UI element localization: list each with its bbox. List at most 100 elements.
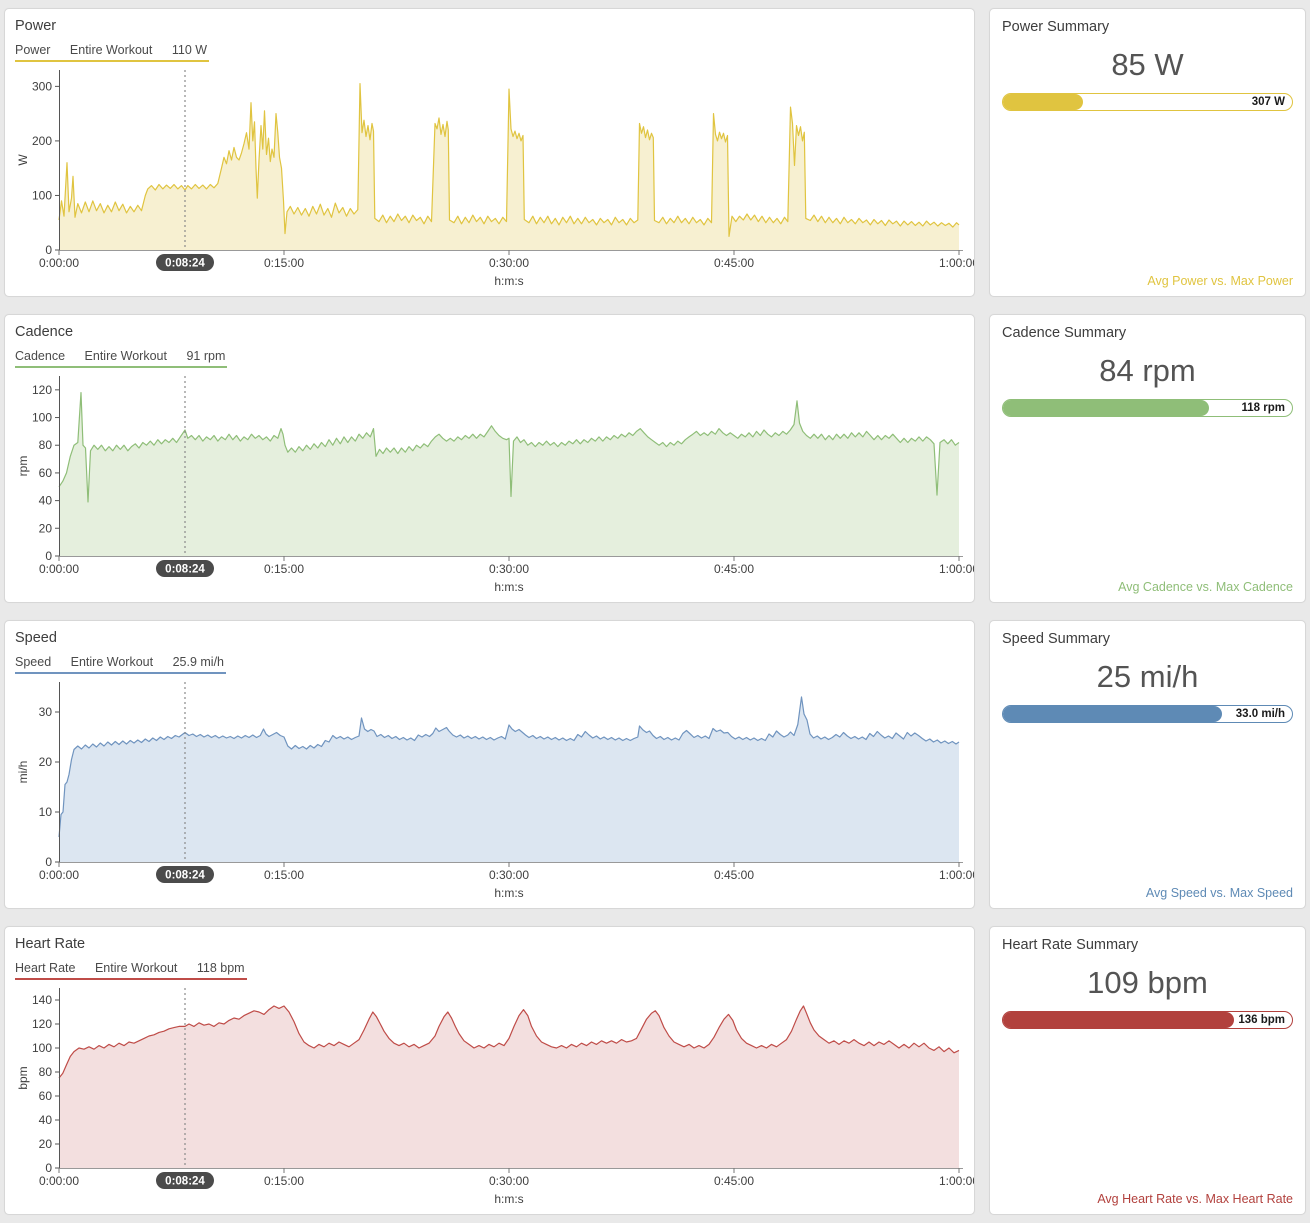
svg-text:0: 0 xyxy=(45,855,52,869)
svg-text:h:m:s: h:m:s xyxy=(494,1192,523,1206)
svg-text:60: 60 xyxy=(39,466,53,480)
svg-text:20: 20 xyxy=(39,1137,53,1151)
power-legend-value: 110 W xyxy=(171,43,208,57)
power-chart-panel: Power Power Entire Workout 110 W 0 100 200… xyxy=(4,8,975,297)
svg-text:0:08:24: 0:08:24 xyxy=(165,258,205,270)
cursor-time-badge xyxy=(156,560,214,577)
cadence-bar-fill xyxy=(1003,400,1209,416)
cadence-chart-svg: 0 20 40 60 80 100 120 0:00:00 0:15:00 0:30:00 0:45… xyxy=(16,376,974,594)
svg-text:0:45:00: 0:45:00 xyxy=(714,256,754,270)
svg-text:60: 60 xyxy=(39,1089,53,1103)
cadence-max-value: 118 rpm xyxy=(1241,402,1285,414)
svg-text:20: 20 xyxy=(39,521,53,535)
speed-max-value: 33.0 mi/h xyxy=(1235,708,1285,720)
svg-text:0:15:00: 0:15:00 xyxy=(264,562,304,576)
speed-chart-svg: 0 10 20 30 0:00:00 0:15:00 0:30:00 0:45:00 1:00:… xyxy=(16,682,974,900)
power-summary-title: Power Summary xyxy=(1002,19,1110,35)
svg-text:W: W xyxy=(16,154,30,166)
heart-rate-summary-panel: Heart Rate Summary 109 bpm 136 bpm Avg H… xyxy=(989,926,1306,1215)
svg-text:0:00:00: 0:00:00 xyxy=(39,1174,79,1188)
svg-text:100: 100 xyxy=(32,411,52,425)
power-max-value: 307 W xyxy=(1251,96,1285,108)
power-chart-plot[interactable]: 0 100 200 300 0:00:00 0:15:00 0:30:00 0:45:00 1:… xyxy=(15,64,974,290)
svg-text:0:15:00: 0:15:00 xyxy=(264,1174,304,1188)
svg-text:1:00:00: 1:00:00 xyxy=(939,256,975,270)
cadence-legend-range: Entire Workout xyxy=(84,349,167,363)
cadence-summary-title: Cadence Summary xyxy=(1002,325,1127,341)
svg-text:0:30:00: 0:30:00 xyxy=(489,1174,529,1188)
power-legend-range: Entire Workout xyxy=(69,43,153,57)
cadence-summary-footer: Avg Cadence vs. Max Cadence xyxy=(1118,580,1293,594)
svg-text:0:45:00: 0:45:00 xyxy=(714,1174,754,1188)
cursor-time-badge xyxy=(156,1172,214,1189)
speed-chart-panel: Speed Speed Entire Workout 25.9 mi/h 0 10… xyxy=(4,620,975,909)
power-summary-bar: 307 W xyxy=(1002,93,1293,111)
cadence-chart-title: Cadence xyxy=(15,324,74,340)
speed-legend-range: Entire Workout xyxy=(70,655,154,669)
svg-text:120: 120 xyxy=(32,1017,52,1031)
speed-legend-underline: Speed Entire Workout 25.9 mi/h xyxy=(15,655,226,674)
svg-text:1:00:00: 1:00:00 xyxy=(939,562,975,576)
svg-text:0: 0 xyxy=(45,243,52,257)
heart-rate-avg-value: 109 bpm xyxy=(1087,965,1208,1000)
power-chart-title: Power xyxy=(15,18,57,34)
svg-text:10: 10 xyxy=(39,805,53,819)
svg-text:0:08:24: 0:08:24 xyxy=(165,870,205,882)
svg-text:0:00:00: 0:00:00 xyxy=(39,868,79,882)
cadence-chart-panel: Cadence Cadence Entire Workout 91 rpm 0 2… xyxy=(4,314,975,603)
heart-rate-chart-legend[interactable]: Heart Rate Entire Workout 118 bpm xyxy=(15,959,964,980)
speed-summary-bar: 33.0 mi/h xyxy=(1002,705,1293,723)
svg-text:200: 200 xyxy=(32,134,52,148)
heart-rate-chart-title: Heart Rate xyxy=(15,936,86,952)
heart-rate-legend-series: Heart Rate xyxy=(15,961,76,975)
power-avg-value: 85 W xyxy=(1111,47,1184,82)
heart-rate-legend-range: Entire Workout xyxy=(94,961,178,975)
speed-chart-plot[interactable]: 0 10 20 30 0:00:00 0:15:00 0:30:00 0:45:00 1:00:… xyxy=(15,676,974,902)
speed-bar-fill xyxy=(1003,706,1223,722)
speed-summary-panel: Speed Summary 25 mi/h 33.0 mi/h Avg Spee… xyxy=(989,620,1306,909)
speed-chart-legend[interactable]: Speed Entire Workout 25.9 mi/h xyxy=(15,653,964,674)
heart-rate-chart-panel: Heart Rate Heart Rate Entire Workout 118… xyxy=(4,926,975,1215)
svg-text:0:15:00: 0:15:00 xyxy=(264,256,304,270)
cadence-chart-plot[interactable]: 0 20 40 60 80 100 120 0:00:00 0:15:00 0:30:00 0:45… xyxy=(15,370,974,596)
svg-text:100: 100 xyxy=(32,1041,52,1055)
svg-text:h:m:s: h:m:s xyxy=(494,886,523,900)
cadence-chart-legend[interactable]: Cadence Entire Workout 91 rpm xyxy=(15,347,964,368)
svg-text:80: 80 xyxy=(39,438,53,452)
svg-text:30: 30 xyxy=(39,705,53,719)
svg-text:1:00:00: 1:00:00 xyxy=(939,868,975,882)
heart-rate-chart-plot[interactable]: 0 20 40 60 80 100 120 140 0:00:00 0:15:00 0:30:00 0… xyxy=(15,982,974,1208)
heart-rate-chart-svg: 0 20 40 60 80 100 120 140 0:00:00 0:15:00 0:30:00 0… xyxy=(16,988,974,1206)
svg-text:h:m:s: h:m:s xyxy=(494,580,523,594)
svg-text:0:45:00: 0:45:00 xyxy=(714,562,754,576)
cursor-time-badge xyxy=(156,866,214,883)
svg-text:0:30:00: 0:30:00 xyxy=(489,256,529,270)
cadence-legend-underline: Cadence Entire Workout 91 rpm xyxy=(15,349,228,368)
power-legend-underline: Power Entire Workout 110 W xyxy=(15,43,210,62)
heart-rate-legend-value: 118 bpm xyxy=(196,961,245,975)
svg-text:0:30:00: 0:30:00 xyxy=(489,868,529,882)
heart-rate-summary-footer: Avg Heart Rate vs. Max Heart Rate xyxy=(1097,1192,1293,1206)
svg-text:bpm: bpm xyxy=(16,1066,30,1089)
power-summary-footer: Avg Power vs. Max Power xyxy=(1147,274,1293,288)
svg-text:40: 40 xyxy=(39,1113,53,1127)
svg-text:140: 140 xyxy=(32,993,52,1007)
svg-text:100: 100 xyxy=(32,188,52,202)
cadence-summary-bar: 118 rpm xyxy=(1002,399,1293,417)
power-legend-series: Power xyxy=(15,43,51,57)
cursor-time-badge xyxy=(156,254,214,271)
svg-text:40: 40 xyxy=(39,494,53,508)
speed-legend-value: 25.9 mi/h xyxy=(172,655,224,669)
svg-text:0:00:00: 0:00:00 xyxy=(39,256,79,270)
cadence-avg-value: 84 rpm xyxy=(1099,353,1196,388)
svg-text:300: 300 xyxy=(32,79,52,93)
svg-text:0:08:24: 0:08:24 xyxy=(165,564,205,576)
speed-legend-series: Speed xyxy=(15,655,52,669)
power-chart-legend[interactable]: Power Entire Workout 110 W xyxy=(15,41,964,62)
cadence-legend-value: 91 rpm xyxy=(186,349,226,363)
svg-text:0:30:00: 0:30:00 xyxy=(489,562,529,576)
speed-avg-value: 25 mi/h xyxy=(1096,659,1199,694)
svg-text:0:00:00: 0:00:00 xyxy=(39,562,79,576)
heart-rate-summary-title: Heart Rate Summary xyxy=(1002,937,1139,953)
